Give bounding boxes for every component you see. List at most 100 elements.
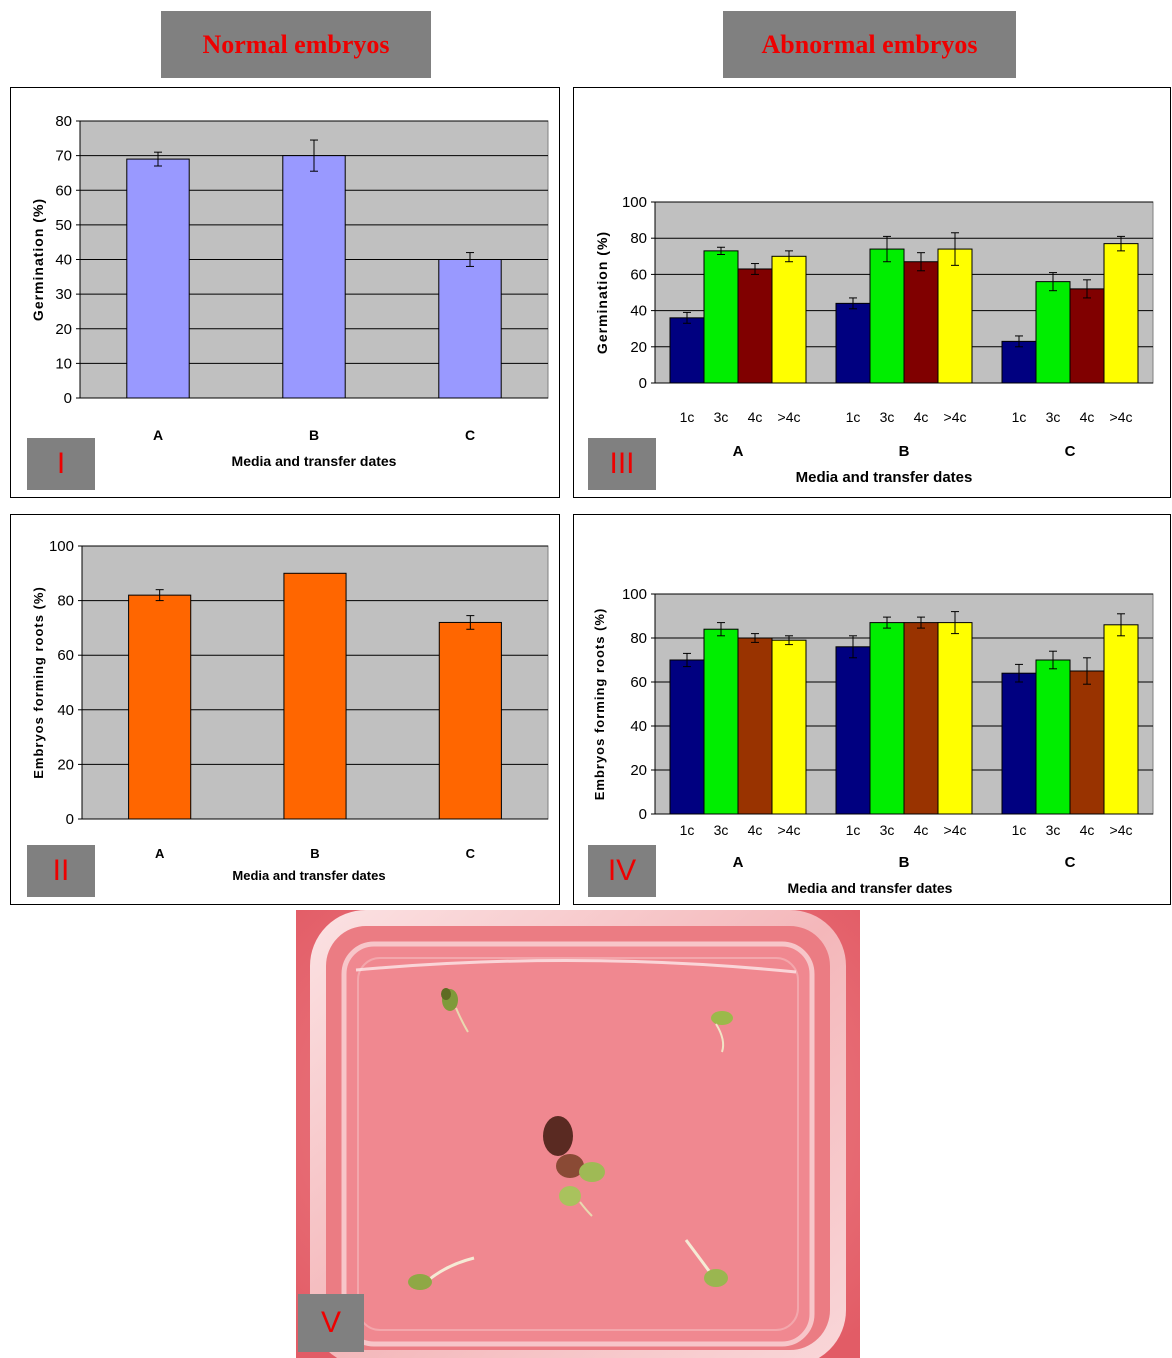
- y-tick-label-5: 50: [55, 217, 72, 234]
- x-group-label-B: B: [899, 854, 910, 871]
- bar-B-1c: [835, 646, 871, 815]
- y-tick-label-2: 40: [630, 718, 647, 735]
- bar-C: [438, 259, 502, 399]
- x-category-label-B: B: [310, 846, 319, 861]
- seedling-bottom-left: [408, 1256, 475, 1290]
- bar-C-1c: [1001, 340, 1037, 384]
- seedling-bottom-right: [684, 1239, 728, 1287]
- x-category-label-C: C: [466, 846, 476, 861]
- error-bar-B->4c: [951, 611, 959, 635]
- error-bar-C-1c: [1015, 335, 1023, 348]
- bar-B->4c: [937, 248, 973, 384]
- x-category-label-A: A: [155, 846, 165, 861]
- error-bar-A-3c: [717, 622, 725, 637]
- y-tick-label-7: 70: [55, 148, 72, 165]
- chart-germination-normal: 0 10 20 30 40 50 60 70 80 A B C Media and transfer d…: [30, 113, 549, 469]
- bar-B-4c: [903, 261, 939, 384]
- dish-base: [357, 957, 799, 1331]
- bar-C-1c: [1001, 672, 1037, 815]
- error-bar-A: [154, 151, 162, 167]
- bar-C-3c: [1035, 659, 1071, 815]
- x-subcategory-label-A-3c: 3c: [714, 409, 729, 425]
- dish-rim-inner: [341, 941, 815, 1347]
- panel-label-iii: III: [588, 438, 656, 490]
- error-bar-A-1c: [683, 311, 691, 324]
- chart-germination-abnormal: 0 20 40 60 80 100 1c 3c 4c >4c A 1c 3c 4c >4c B 1c 3c 4c >4…: [594, 194, 1154, 486]
- y-tick-label-0: 0: [66, 811, 74, 828]
- x-group-label-A: A: [733, 854, 744, 871]
- y-axis-title: Germination (%): [594, 231, 610, 354]
- bar-C: [438, 621, 502, 820]
- y-axis-title: Embryos forming roots (%): [31, 586, 46, 779]
- y-tick-label-0: 0: [639, 375, 647, 392]
- error-bar-B-3c: [883, 235, 891, 263]
- error-bar-C->4c: [1117, 613, 1125, 637]
- bar-C-4c: [1069, 670, 1105, 815]
- x-subcategory-label-A-4c: 4c: [748, 822, 763, 838]
- error-bar-C: [466, 615, 475, 630]
- x-subcategory-label-A->4c: >4c: [778, 409, 801, 425]
- y-tick-label-0: 0: [64, 390, 72, 407]
- y-tick-label-2: 40: [57, 702, 74, 719]
- x-subcategory-label-C-4c: 4c: [1080, 409, 1095, 425]
- y-tick-label-1: 20: [630, 762, 647, 779]
- error-bar-B-4c: [917, 252, 925, 272]
- x-subcategory-label-C->4c: >4c: [1110, 822, 1133, 838]
- error-bar-B-1c: [849, 635, 857, 659]
- y-tick-label-6: 60: [55, 182, 72, 199]
- x-subcategory-label-B-3c: 3c: [880, 822, 895, 838]
- error-bar-A-3c: [717, 246, 725, 255]
- y-axis-title: Embryos forming roots (%): [592, 608, 607, 801]
- x-subcategory-label-C-3c: 3c: [1046, 822, 1061, 838]
- y-tick-label-1: 20: [630, 339, 647, 356]
- x-subcategory-label-B-1c: 1c: [846, 409, 861, 425]
- error-bar-C: [466, 252, 474, 267]
- bar-C-3c: [1035, 281, 1071, 384]
- x-subcategory-label-A-1c: 1c: [680, 822, 695, 838]
- bar-B: [283, 572, 347, 820]
- bar-A-3c: [703, 628, 739, 815]
- x-subcategory-label-C-3c: 3c: [1046, 409, 1061, 425]
- bar-A->4c: [771, 639, 807, 815]
- bar-A: [126, 158, 190, 399]
- chart-roots-abnormal: 0 20 40 60 80 100 1c 3c 4c >4c A 1c 3c 4c >4c B 1c 3c 4c >4…: [592, 586, 1154, 896]
- bar-B: [282, 155, 346, 399]
- x-category-label-C: C: [465, 427, 475, 443]
- y-tick-label-5: 100: [49, 538, 74, 555]
- panel-iii: 0 20 40 60 80 100 1c 3c 4c >4c A 1c 3c 4c >4c B 1c 3c 4c >4…: [573, 87, 1171, 498]
- x-subcategory-label-A-4c: 4c: [748, 409, 763, 425]
- panel-iv: 0 20 40 60 80 100 1c 3c 4c >4c A 1c 3c 4c >4c B 1c 3c 4c >4…: [573, 514, 1171, 905]
- bar-A-1c: [669, 317, 705, 384]
- bar-B-3c: [869, 622, 905, 815]
- bar-A-4c: [737, 637, 773, 815]
- error-bar-C-3c: [1049, 650, 1057, 670]
- y-tick-label-2: 20: [55, 321, 72, 338]
- x-category-label-B: B: [309, 427, 319, 443]
- y-tick-label-3: 60: [630, 674, 647, 691]
- y-axis-title: Germination (%): [30, 198, 46, 321]
- petri-dish-illustration: [296, 910, 860, 1358]
- x-subcategory-label-B-4c: 4c: [914, 409, 929, 425]
- error-bar-C-3c: [1049, 272, 1057, 292]
- panel-label-iv: IV: [588, 845, 656, 897]
- x-subcategory-label-B-4c: 4c: [914, 822, 929, 838]
- photo-petri-dish: V: [296, 910, 860, 1358]
- y-tick-label-4: 80: [57, 593, 74, 610]
- error-bar-C-4c: [1083, 657, 1091, 685]
- seedling-center: [543, 1116, 605, 1217]
- seedling-top-left: [441, 988, 469, 1033]
- error-bar-A-4c: [751, 633, 759, 643]
- bar-A-4c: [737, 268, 773, 384]
- error-bar-C-1c: [1015, 663, 1023, 683]
- panel-i: 0 10 20 30 40 50 60 70 80 A B C Media and transfer d…: [10, 87, 560, 498]
- x-subcategory-label-C-1c: 1c: [1012, 409, 1027, 425]
- x-group-label-A: A: [733, 443, 744, 460]
- y-tick-label-4: 80: [630, 230, 647, 247]
- error-bar-B-1c: [849, 297, 857, 310]
- y-tick-label-3: 30: [55, 286, 72, 303]
- x-axis-title: Media and transfer dates: [788, 880, 953, 896]
- header-normal-embryos: Normal embryos: [161, 11, 431, 78]
- y-tick-label-5: 100: [622, 586, 647, 603]
- bar-A->4c: [771, 255, 807, 384]
- y-tick-label-8: 80: [55, 113, 72, 130]
